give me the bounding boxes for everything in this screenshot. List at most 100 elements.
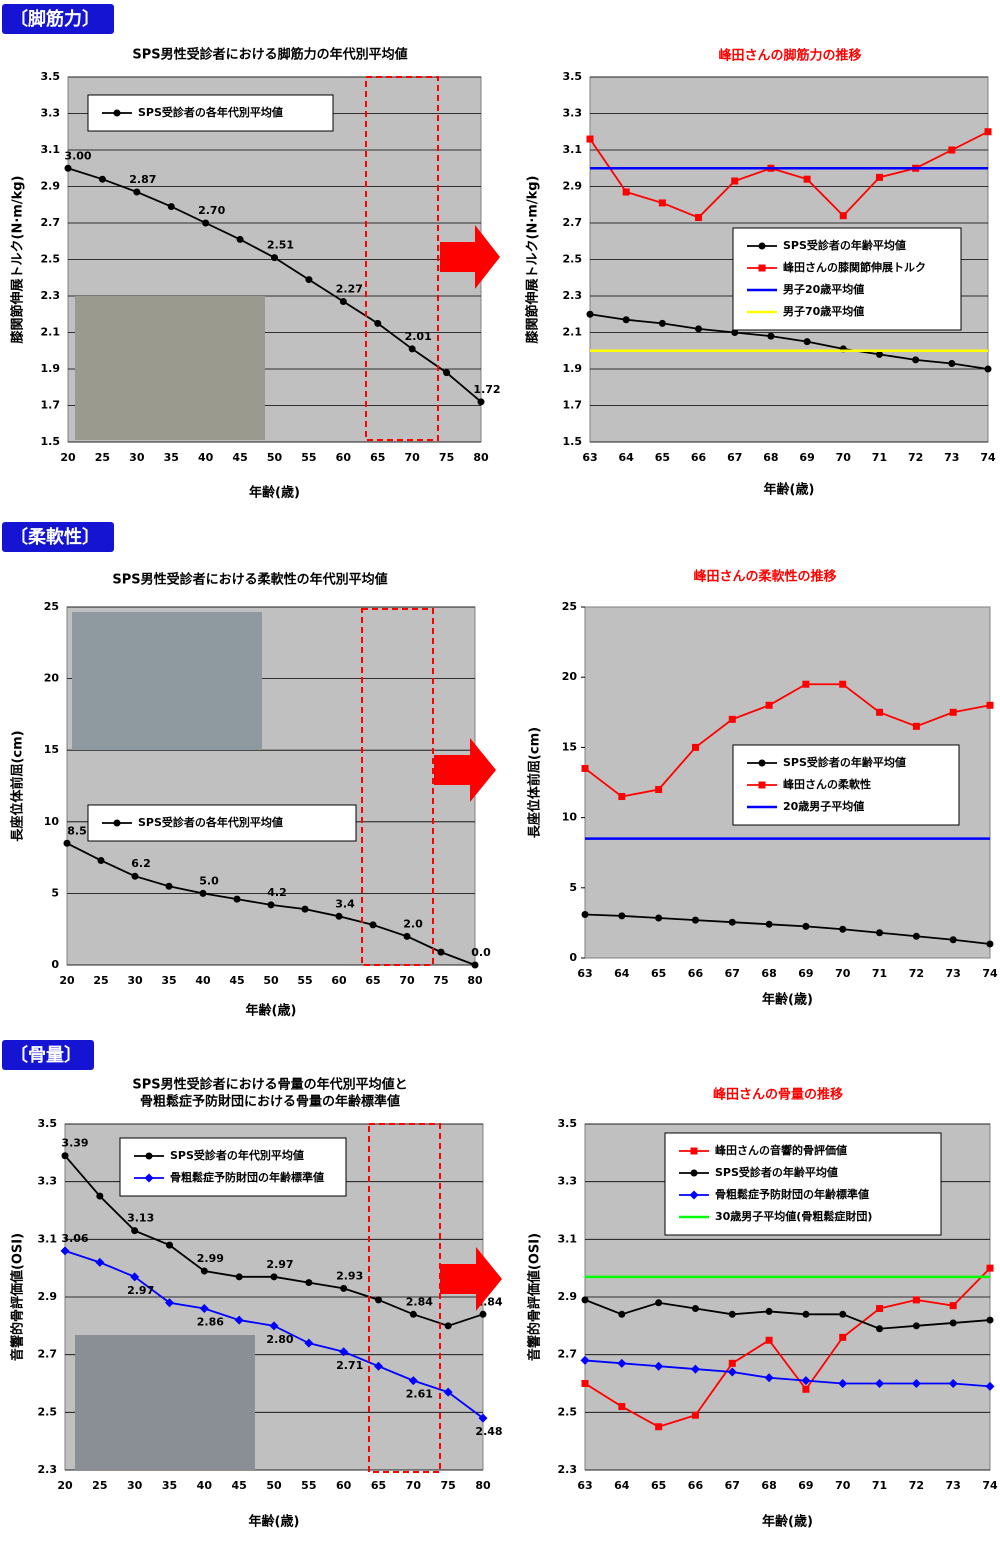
marker <box>403 932 411 940</box>
x-tick-label: 25 <box>93 974 108 987</box>
marker <box>655 1423 663 1431</box>
y-tick-label: 20 <box>562 670 578 683</box>
marker <box>875 173 883 181</box>
photo <box>72 612 262 750</box>
marker <box>200 1267 208 1275</box>
data-label: 2.97 <box>127 1284 154 1297</box>
x-tick-label: 68 <box>763 451 778 464</box>
x-axis-label: 年齢(歳) <box>246 1003 297 1019</box>
x-tick-label: 70 <box>835 1479 851 1492</box>
chart-title: SPS男性受診者における柔軟性の年代別平均値 <box>112 572 387 588</box>
x-tick-label: 40 <box>198 451 214 464</box>
y-tick-label: 2.9 <box>558 1290 578 1303</box>
marker <box>984 365 992 373</box>
data-label: 3.00 <box>64 149 91 162</box>
marker <box>949 708 957 716</box>
x-tick-label: 20 <box>59 974 75 987</box>
x-axis-label: 年齢(歳) <box>249 1514 300 1530</box>
legend-marker <box>144 1173 154 1183</box>
x-tick-label: 74 <box>982 967 998 980</box>
x-tick-label: 65 <box>370 451 385 464</box>
marker <box>444 1322 452 1330</box>
marker <box>801 1376 811 1386</box>
series-line <box>584 1299 991 1330</box>
y-tick-label: 3.5 <box>558 1117 578 1130</box>
marker <box>408 1376 418 1386</box>
marker <box>581 910 589 918</box>
x-tick-label: 55 <box>297 974 312 987</box>
marker <box>839 925 847 933</box>
y-tick-label: 1.9 <box>563 362 583 375</box>
y-tick-label: 1.5 <box>563 435 583 448</box>
marker <box>765 1307 773 1315</box>
data-label: 2.27 <box>336 282 363 295</box>
x-tick-label: 45 <box>229 974 244 987</box>
x-tick-label: 66 <box>688 1479 704 1492</box>
marker <box>654 1361 664 1371</box>
x-tick-label: 60 <box>336 1479 352 1492</box>
marker <box>301 905 309 913</box>
marker <box>985 1381 995 1391</box>
marker <box>728 715 736 723</box>
data-label: 3.13 <box>127 1212 154 1225</box>
marker <box>691 743 699 751</box>
x-tick-label: 63 <box>577 1479 592 1492</box>
marker <box>949 1319 957 1327</box>
x-tick-label: 60 <box>331 974 347 987</box>
marker <box>875 350 883 358</box>
marker <box>408 345 416 353</box>
marker <box>339 297 347 305</box>
marker <box>618 793 626 801</box>
marker <box>586 310 594 318</box>
marker <box>839 212 847 220</box>
x-tick-label: 67 <box>725 1479 740 1492</box>
data-label: 3.4 <box>335 897 355 910</box>
x-tick-label: 74 <box>982 1479 998 1492</box>
legend-label: 骨粗鬆症予防財団の年齢標準値 <box>170 1170 324 1184</box>
x-tick-label: 60 <box>336 451 352 464</box>
marker <box>765 920 773 928</box>
marker <box>202 219 210 227</box>
data-label: 2.93 <box>336 1269 363 1282</box>
x-axis-label: 年齢(歳) <box>762 1514 813 1530</box>
marker <box>96 1192 104 1200</box>
marker <box>658 319 666 327</box>
x-tick-label: 63 <box>582 451 597 464</box>
data-label: 2.84 <box>406 1295 433 1308</box>
x-tick-label: 65 <box>365 974 380 987</box>
y-tick-label: 3.3 <box>41 107 61 120</box>
y-tick-label: 3.1 <box>41 143 61 156</box>
y-axis-label: 長座位体前屈(cm) <box>527 727 543 838</box>
marker <box>948 1379 958 1388</box>
marker <box>839 1310 847 1318</box>
x-tick-label: 68 <box>761 967 776 980</box>
x-tick-label: 80 <box>475 1479 491 1492</box>
x-tick-label: 74 <box>980 451 996 464</box>
marker <box>731 329 739 336</box>
marker <box>618 1403 626 1411</box>
marker <box>875 1379 885 1388</box>
marker <box>986 1264 994 1272</box>
y-tick-label: 15 <box>44 743 59 756</box>
marker <box>335 912 343 920</box>
data-label: 2.99 <box>197 1252 224 1265</box>
y-tick-label: 3.3 <box>563 107 583 120</box>
legend-label: SPS受診者の年齢平均値 <box>783 238 906 252</box>
marker <box>580 1355 590 1365</box>
data-label: 8.5 <box>67 824 87 837</box>
marker <box>655 786 663 794</box>
y-tick-label: 2.1 <box>41 326 61 339</box>
photo <box>75 296 265 440</box>
y-tick-label: 3.1 <box>558 1232 578 1245</box>
x-tick-label: 70 <box>399 974 415 987</box>
x-tick-label: 71 <box>872 451 887 464</box>
marker <box>369 921 377 929</box>
marker <box>691 1305 699 1313</box>
y-tick-label: 2.3 <box>41 289 61 302</box>
series-line <box>584 683 991 798</box>
x-tick-label: 75 <box>441 1479 456 1492</box>
arrow <box>440 225 500 289</box>
marker <box>695 214 703 222</box>
x-tick-label: 20 <box>57 1479 73 1492</box>
x-axis-label: 年齢(歳) <box>762 992 813 1008</box>
